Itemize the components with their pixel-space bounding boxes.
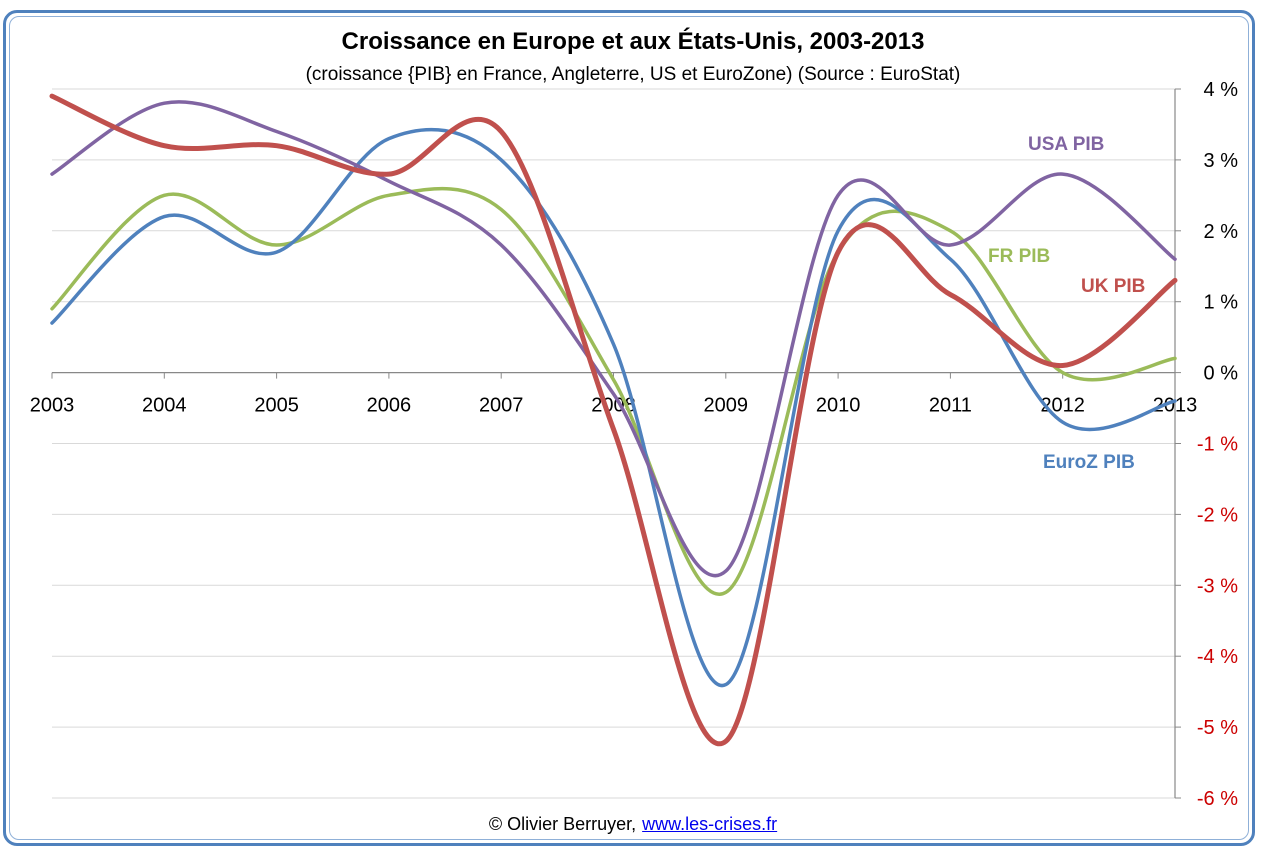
series-line-euroz-pib bbox=[50, 127, 1177, 688]
series-label-uk-pib: UK PIB bbox=[1081, 276, 1145, 297]
y-tick-label: -1 % bbox=[1197, 434, 1238, 456]
x-tick-label: 2011 bbox=[929, 395, 972, 417]
chart-subtitle: (croissance {PIB} en France, Angleterre,… bbox=[305, 64, 961, 85]
series-label-euroz-pib: EuroZ PIB bbox=[1043, 452, 1135, 473]
chart-frame-outer bbox=[3, 10, 1255, 846]
x-tick-label: 2010 bbox=[816, 395, 861, 417]
y-tick-label: 1 % bbox=[1204, 292, 1239, 314]
y-tick-label: -4 % bbox=[1197, 646, 1238, 668]
x-tick-label: 2004 bbox=[142, 395, 187, 417]
y-tick-label: -3 % bbox=[1197, 575, 1238, 597]
y-tick-label: -2 % bbox=[1197, 504, 1238, 526]
footer-link[interactable]: www.les-crises.fr bbox=[642, 814, 778, 834]
y-tick-label: -5 % bbox=[1197, 717, 1238, 739]
x-tick-label: 2013 bbox=[1153, 395, 1198, 417]
y-tick-label: -6 % bbox=[1197, 788, 1238, 810]
series-label-fr-pib: FR PIB bbox=[988, 246, 1050, 267]
chart-frame-inner bbox=[9, 16, 1249, 840]
footer: © Olivier Berruyer, www.les-crises.fr bbox=[0, 814, 1266, 835]
x-tick-label: 2006 bbox=[367, 395, 412, 417]
footer-credit: © Olivier Berruyer, bbox=[488, 814, 637, 834]
y-tick-label: 3 % bbox=[1204, 150, 1239, 172]
y-tick-label: 0 % bbox=[1204, 363, 1239, 385]
x-tick-label: 2005 bbox=[254, 395, 299, 417]
series-line-usa-pib bbox=[50, 100, 1177, 578]
x-tick-label: 2007 bbox=[479, 395, 524, 417]
chart-title: Croissance en Europe et aux États-Unis, … bbox=[341, 28, 925, 55]
x-tick-label: 2009 bbox=[704, 395, 749, 417]
y-tick-label: 4 % bbox=[1204, 79, 1239, 101]
series-line-uk-pib bbox=[49, 93, 1178, 747]
x-tick-label: 2003 bbox=[30, 395, 75, 417]
y-tick-label: 2 % bbox=[1204, 221, 1239, 243]
series-label-usa-pib: USA PIB bbox=[1028, 134, 1104, 155]
